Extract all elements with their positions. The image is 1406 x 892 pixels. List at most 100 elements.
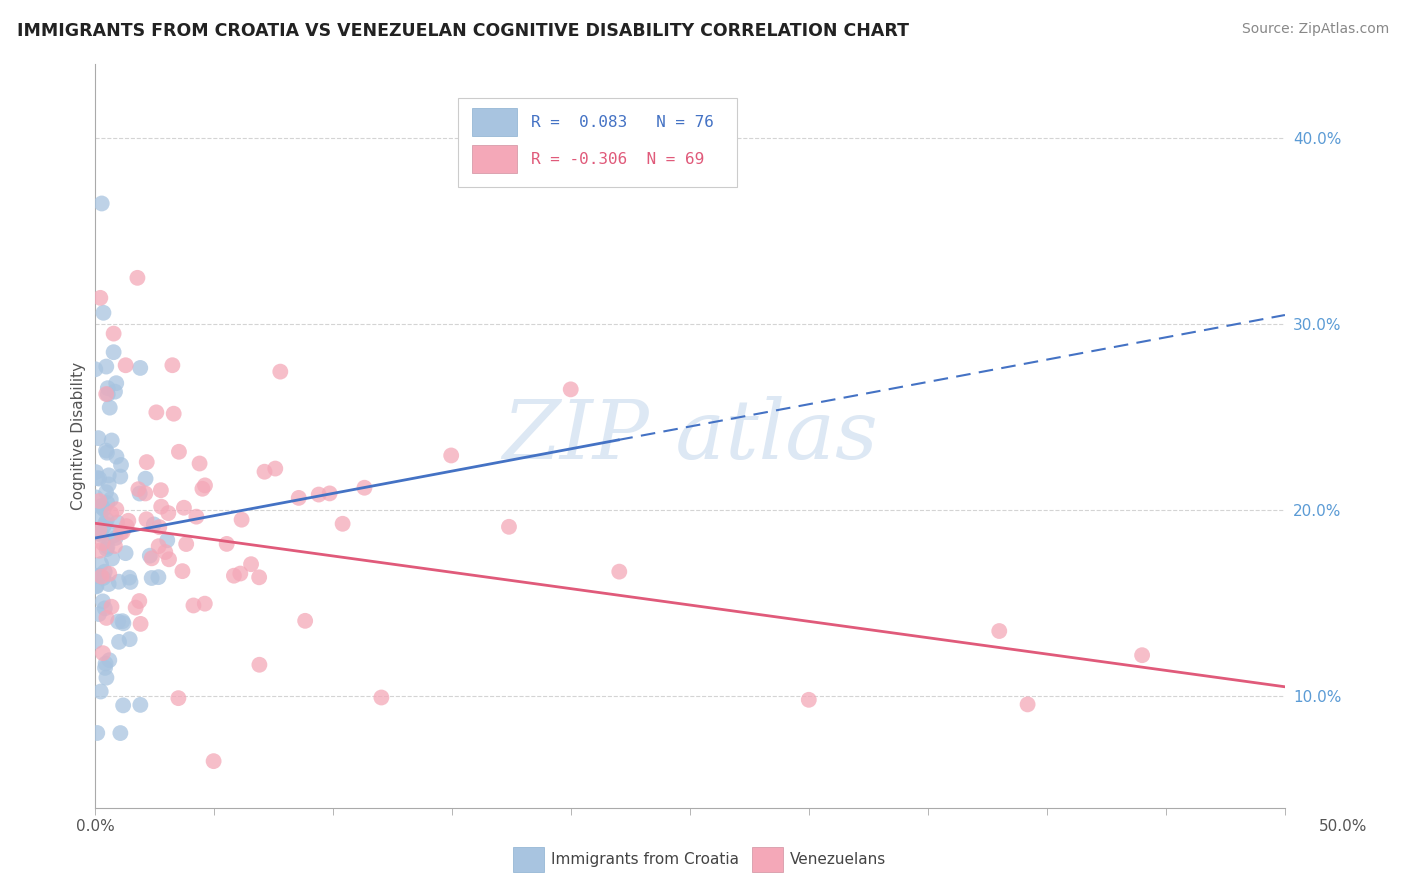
Point xyxy=(96,513,118,527)
Text: 50.0%: 50.0% xyxy=(1319,820,1367,834)
Point xyxy=(124,600,146,615)
Point xyxy=(148,520,170,534)
Point xyxy=(96,542,118,557)
Point xyxy=(145,405,167,419)
Point xyxy=(191,482,214,496)
Point xyxy=(93,502,115,516)
Point xyxy=(90,196,112,211)
Point xyxy=(96,496,118,510)
Point xyxy=(128,486,150,500)
Point xyxy=(105,450,128,464)
Point xyxy=(108,635,131,649)
Point xyxy=(86,726,108,740)
Point xyxy=(97,381,120,395)
Point xyxy=(111,524,134,539)
Point xyxy=(90,557,112,571)
Point xyxy=(112,616,135,631)
Text: Immigrants from Croatia: Immigrants from Croatia xyxy=(551,853,740,867)
Point xyxy=(148,539,170,553)
Point xyxy=(98,566,121,581)
Point xyxy=(194,478,217,492)
Text: R =  0.083   N = 76: R = 0.083 N = 76 xyxy=(531,114,714,129)
Point xyxy=(167,691,190,706)
Point xyxy=(240,557,263,571)
Point xyxy=(94,443,117,458)
Point xyxy=(91,571,114,585)
Point xyxy=(97,387,120,401)
Point xyxy=(115,519,138,533)
Point xyxy=(110,458,132,472)
Point xyxy=(89,523,111,537)
Point xyxy=(90,528,112,542)
Point xyxy=(253,465,276,479)
Point xyxy=(135,512,157,526)
Point xyxy=(163,407,186,421)
Point xyxy=(84,634,107,648)
Point xyxy=(308,487,330,501)
Point xyxy=(229,566,252,581)
Point xyxy=(139,549,162,563)
Point xyxy=(84,465,107,479)
Point xyxy=(100,599,122,614)
Y-axis label: Cognitive Disability: Cognitive Disability xyxy=(72,362,86,510)
Point xyxy=(107,615,129,629)
Point xyxy=(84,568,107,582)
Point xyxy=(560,383,582,397)
Point xyxy=(294,614,316,628)
Point xyxy=(120,574,142,589)
Point xyxy=(104,531,127,545)
Point xyxy=(188,457,211,471)
Point xyxy=(91,594,114,608)
Point xyxy=(114,358,136,372)
Point xyxy=(118,632,141,647)
Point xyxy=(129,616,152,631)
Point xyxy=(118,571,141,585)
Point xyxy=(167,444,190,458)
Point xyxy=(135,472,157,486)
Point xyxy=(128,594,150,608)
Point xyxy=(104,384,127,399)
Bar xyxy=(472,145,517,173)
Point xyxy=(135,455,157,469)
Point xyxy=(105,376,128,391)
Point xyxy=(141,551,163,566)
Point xyxy=(89,291,111,305)
Point xyxy=(103,326,125,341)
Text: Source: ZipAtlas.com: Source: ZipAtlas.com xyxy=(1241,22,1389,37)
Point xyxy=(98,653,121,667)
Point xyxy=(607,565,630,579)
Point xyxy=(84,491,107,505)
Point xyxy=(90,500,112,515)
Point xyxy=(117,514,139,528)
Point xyxy=(93,565,115,579)
Point xyxy=(134,486,156,500)
Point xyxy=(97,577,120,591)
Point xyxy=(1017,698,1039,712)
Point xyxy=(105,516,128,530)
Point xyxy=(107,574,129,589)
Point xyxy=(103,528,125,542)
Point xyxy=(91,536,114,550)
Point xyxy=(222,568,245,582)
Point xyxy=(988,624,1011,638)
Point xyxy=(202,754,225,768)
Point xyxy=(353,481,375,495)
Point xyxy=(84,362,107,376)
Point xyxy=(264,461,287,475)
Point xyxy=(89,543,111,558)
Point xyxy=(100,434,122,448)
Point xyxy=(89,509,111,524)
Point xyxy=(101,551,124,566)
Point xyxy=(97,477,120,491)
Point xyxy=(173,500,195,515)
Point xyxy=(440,449,463,463)
Text: ZIP atlas: ZIP atlas xyxy=(502,396,877,475)
Point xyxy=(172,564,194,578)
Point xyxy=(141,571,163,585)
Text: IMMIGRANTS FROM CROATIA VS VENEZUELAN COGNITIVE DISABILITY CORRELATION CHART: IMMIGRANTS FROM CROATIA VS VENEZUELAN CO… xyxy=(17,22,908,40)
Point xyxy=(156,533,179,548)
Point xyxy=(84,579,107,593)
Point xyxy=(91,646,114,660)
Point xyxy=(86,471,108,485)
Point xyxy=(96,445,118,459)
